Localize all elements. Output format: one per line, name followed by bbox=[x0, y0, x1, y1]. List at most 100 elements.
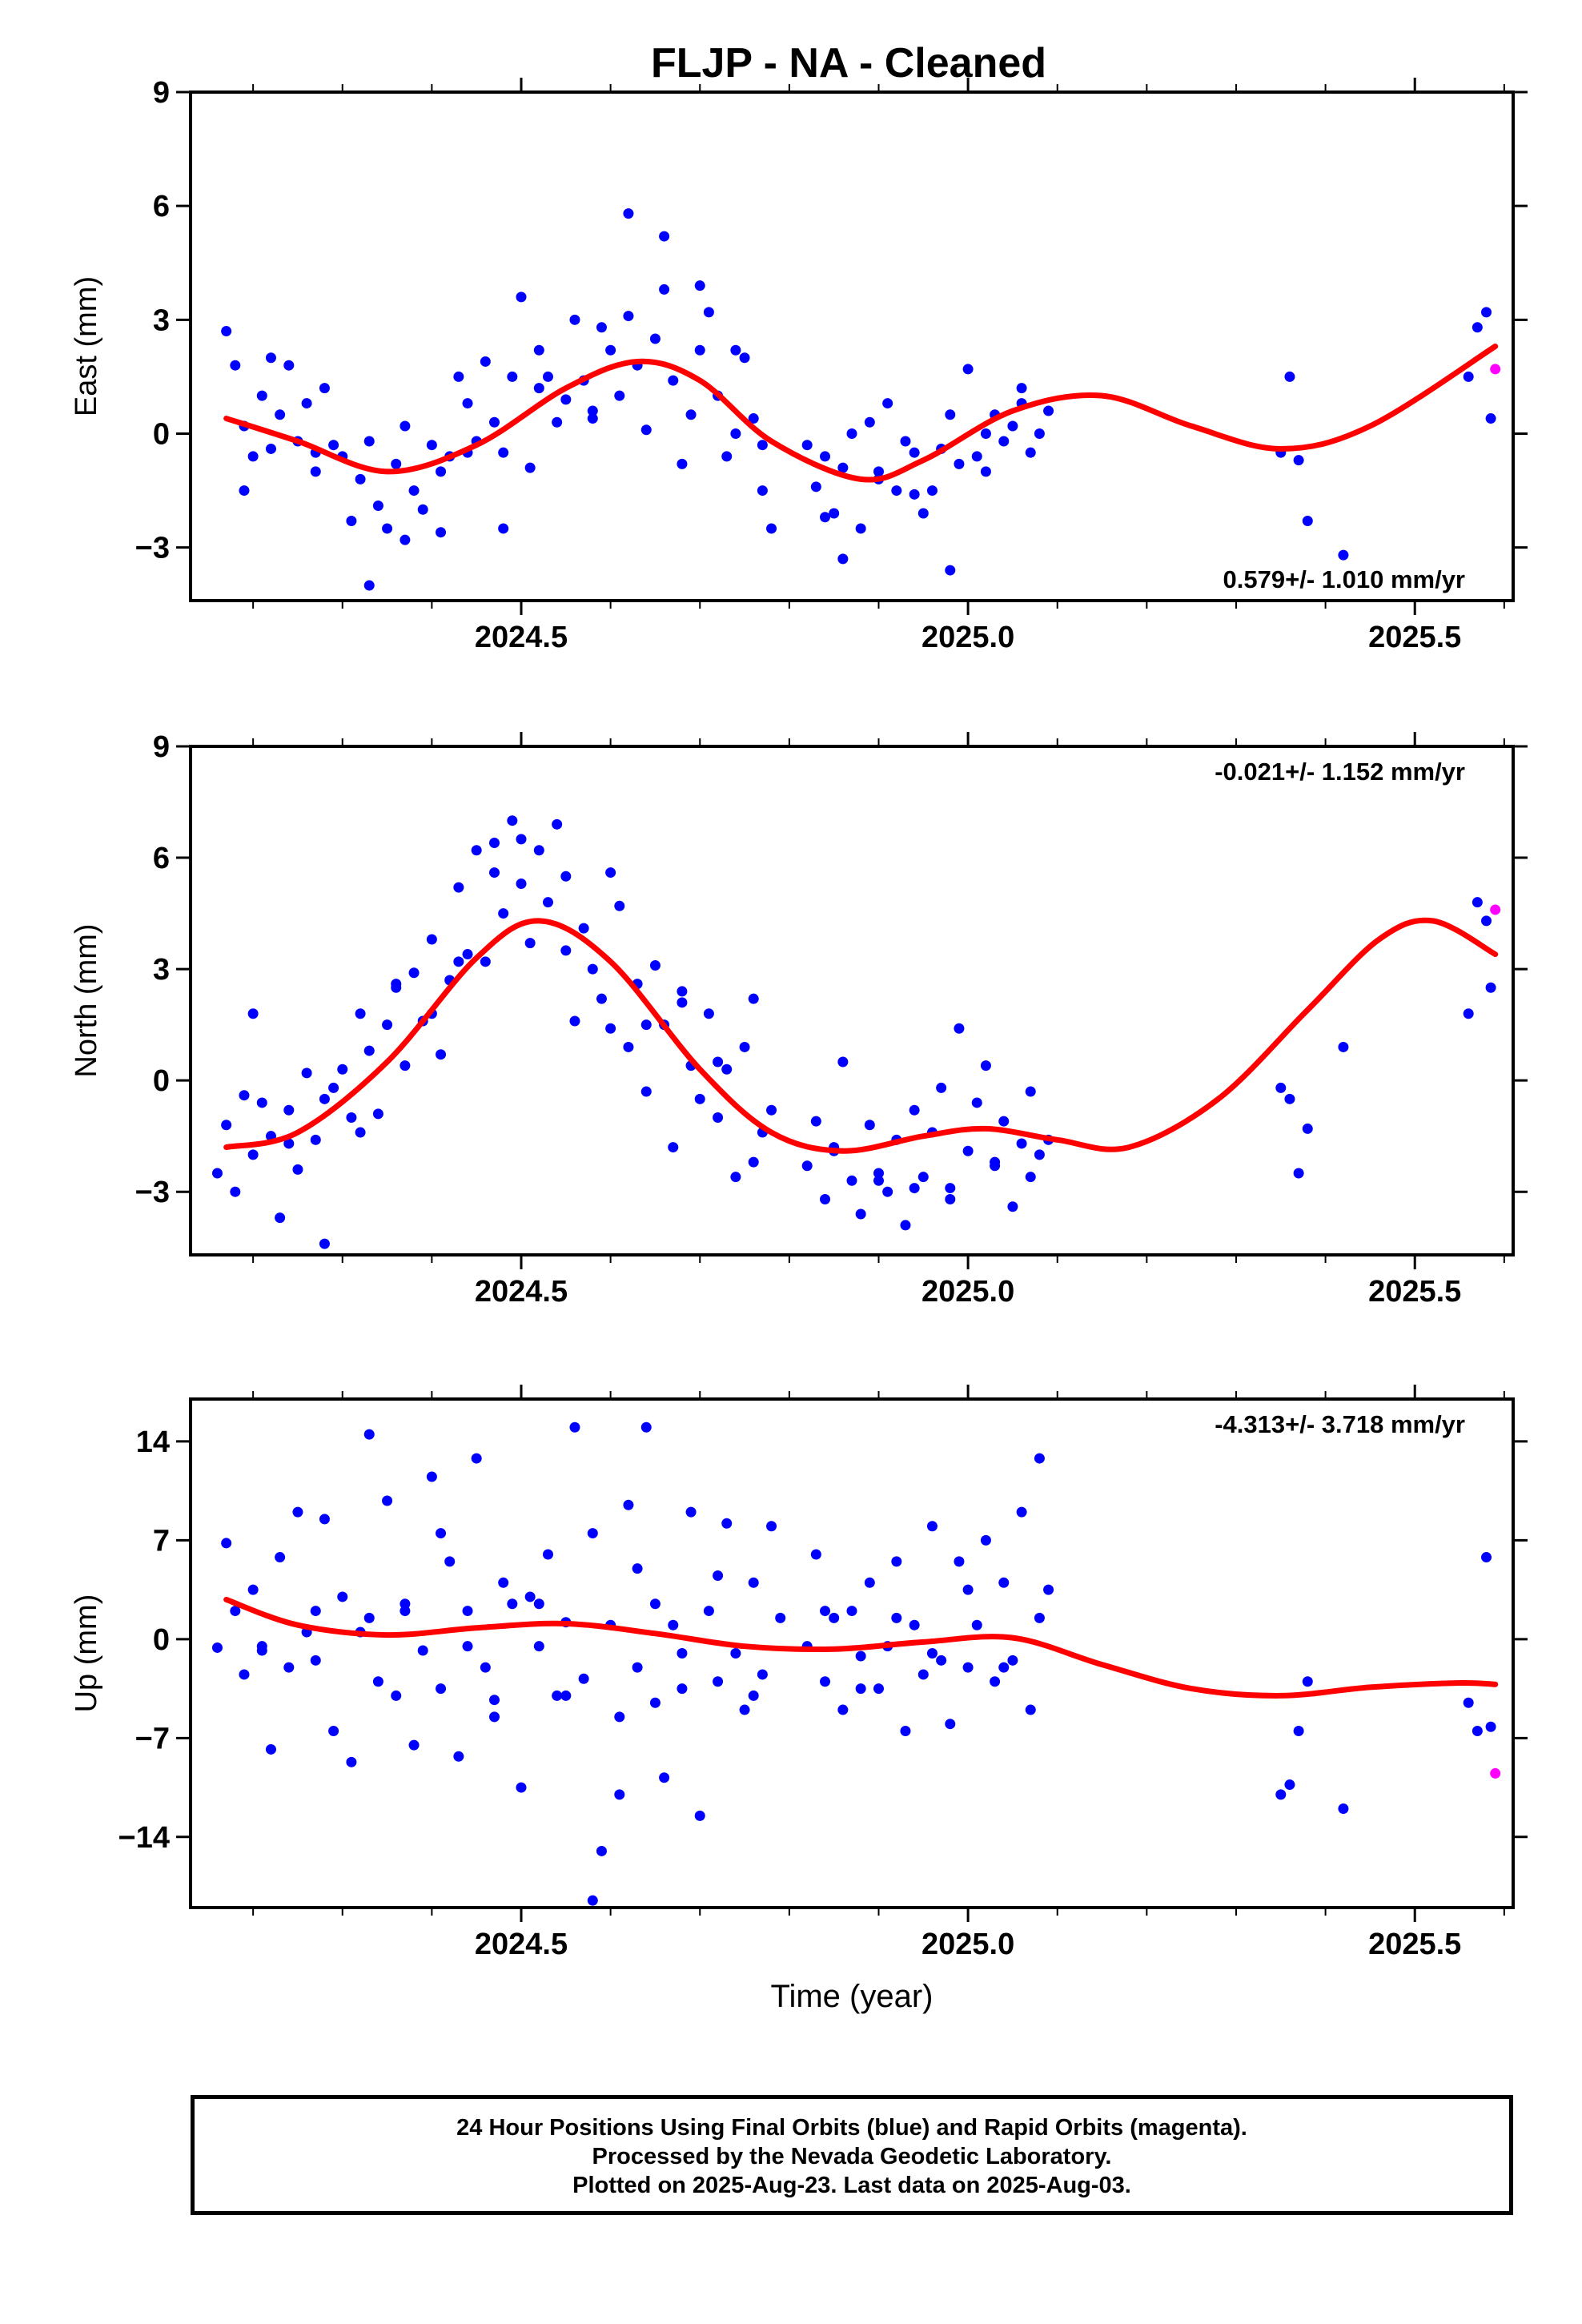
final-orbit-point bbox=[355, 1008, 366, 1019]
rapid-orbit-point bbox=[1490, 364, 1501, 375]
x-tick-label: 2025.0 bbox=[921, 621, 1014, 654]
final-orbit-point bbox=[980, 428, 991, 439]
final-orbit-point bbox=[739, 352, 750, 364]
y-axis-label: Up (mm) bbox=[70, 1594, 103, 1713]
final-orbit-point bbox=[917, 508, 929, 519]
final-orbit-point bbox=[820, 1193, 831, 1204]
final-orbit-point bbox=[569, 314, 580, 325]
final-orbit-point bbox=[614, 1789, 625, 1800]
final-orbit-point bbox=[498, 1577, 509, 1588]
final-orbit-point bbox=[533, 1641, 544, 1652]
final-orbit-point bbox=[292, 1506, 303, 1518]
rate-annotation: -0.021+/- 1.152 mm/yr bbox=[1215, 758, 1465, 786]
final-orbit-point bbox=[1472, 1726, 1483, 1737]
final-orbit-point bbox=[426, 1471, 437, 1482]
final-orbit-point bbox=[640, 1421, 652, 1433]
final-orbit-point bbox=[516, 1782, 527, 1793]
final-orbit-point bbox=[998, 1662, 1010, 1673]
final-orbit-point bbox=[1007, 420, 1018, 432]
final-orbit-point bbox=[301, 398, 312, 409]
final-orbit-point bbox=[230, 360, 241, 371]
final-orbit-point bbox=[820, 512, 831, 523]
final-orbit-point bbox=[596, 322, 607, 333]
final-orbit-point bbox=[346, 1112, 357, 1124]
final-orbit-point bbox=[801, 440, 813, 451]
final-orbit-point bbox=[873, 466, 884, 477]
final-orbit-point bbox=[1034, 1612, 1045, 1623]
final-orbit-point bbox=[1043, 1584, 1054, 1595]
final-orbit-point bbox=[596, 1845, 607, 1856]
final-orbit-point bbox=[685, 409, 697, 420]
y-axis-label: East (mm) bbox=[70, 276, 103, 416]
final-orbit-point bbox=[864, 1577, 875, 1588]
final-orbit-point bbox=[1472, 897, 1483, 908]
final-orbit-point bbox=[569, 1015, 580, 1027]
final-orbit-point bbox=[382, 1019, 393, 1031]
x-tick-label: 2025.5 bbox=[1368, 621, 1461, 654]
final-orbit-point bbox=[864, 416, 875, 428]
final-orbit-point bbox=[677, 1648, 688, 1659]
final-orbit-point bbox=[560, 870, 572, 882]
final-orbit-point bbox=[945, 565, 956, 576]
final-orbit-point bbox=[891, 485, 902, 497]
final-orbit-point bbox=[211, 1168, 223, 1179]
final-orbit-point bbox=[730, 428, 741, 439]
final-orbit-point bbox=[1293, 1168, 1304, 1179]
final-orbit-point bbox=[748, 993, 759, 1004]
final-orbit-point bbox=[855, 1683, 866, 1695]
y-tick-label: −7 bbox=[135, 1722, 170, 1755]
final-orbit-point bbox=[775, 1612, 786, 1623]
final-orbit-point bbox=[954, 1556, 965, 1567]
final-orbit-point bbox=[211, 1642, 223, 1653]
final-orbit-point bbox=[489, 838, 500, 849]
final-orbit-point bbox=[239, 1090, 250, 1101]
final-orbit-point bbox=[328, 440, 339, 451]
final-orbit-point bbox=[909, 489, 920, 500]
final-orbit-point bbox=[1463, 371, 1474, 382]
plot-frame bbox=[189, 90, 1515, 602]
final-orbit-point bbox=[400, 1060, 411, 1072]
final-orbit-point bbox=[489, 1711, 500, 1723]
final-orbit-point bbox=[649, 959, 661, 971]
final-orbit-point bbox=[391, 979, 402, 990]
final-orbit-point bbox=[283, 1104, 295, 1116]
final-orbit-point bbox=[909, 447, 920, 458]
model-curve bbox=[223, 344, 1499, 483]
final-orbit-point bbox=[623, 208, 634, 219]
chart-title: FLJP - NA - Cleaned bbox=[651, 40, 1046, 86]
final-orbit-point bbox=[891, 1556, 902, 1567]
final-orbit-point bbox=[1463, 1008, 1474, 1019]
footer-line-2: Processed by the Nevada Geodetic Laborat… bbox=[592, 2144, 1112, 2169]
final-orbit-point bbox=[891, 1612, 902, 1623]
final-orbit-point bbox=[372, 1108, 383, 1120]
final-orbit-point bbox=[1302, 515, 1313, 526]
final-orbit-point bbox=[1463, 1697, 1474, 1708]
final-orbit-point bbox=[265, 443, 276, 454]
final-orbit-point bbox=[587, 1895, 598, 1906]
final-orbit-point bbox=[748, 1690, 759, 1701]
final-orbit-point bbox=[640, 424, 652, 436]
final-orbit-point bbox=[346, 515, 357, 526]
x-tick-label: 2025.0 bbox=[921, 1928, 1014, 1961]
model-curve bbox=[223, 917, 1499, 1154]
final-orbit-point bbox=[1338, 1041, 1349, 1052]
final-orbit-point bbox=[668, 1619, 679, 1630]
final-orbit-point bbox=[560, 394, 572, 405]
x-tick-label: 2024.5 bbox=[475, 1928, 568, 1961]
final-orbit-point bbox=[533, 383, 544, 394]
final-orbit-point bbox=[436, 466, 447, 477]
final-orbit-point bbox=[552, 416, 563, 428]
final-orbit-point bbox=[829, 508, 840, 519]
final-orbit-point bbox=[721, 1063, 733, 1075]
final-orbit-point bbox=[391, 458, 402, 469]
final-orbit-point bbox=[713, 1676, 724, 1687]
final-orbit-point bbox=[614, 1711, 625, 1723]
final-orbit-point bbox=[649, 1598, 661, 1610]
final-orbit-point bbox=[507, 815, 518, 826]
final-orbit-point bbox=[462, 949, 473, 960]
final-orbit-point bbox=[605, 344, 616, 356]
y-tick-label: −14 bbox=[118, 1821, 170, 1855]
footer-box: 24 Hour Positions Using Final Orbits (bl… bbox=[191, 2095, 1513, 2215]
final-orbit-point bbox=[1016, 383, 1027, 394]
